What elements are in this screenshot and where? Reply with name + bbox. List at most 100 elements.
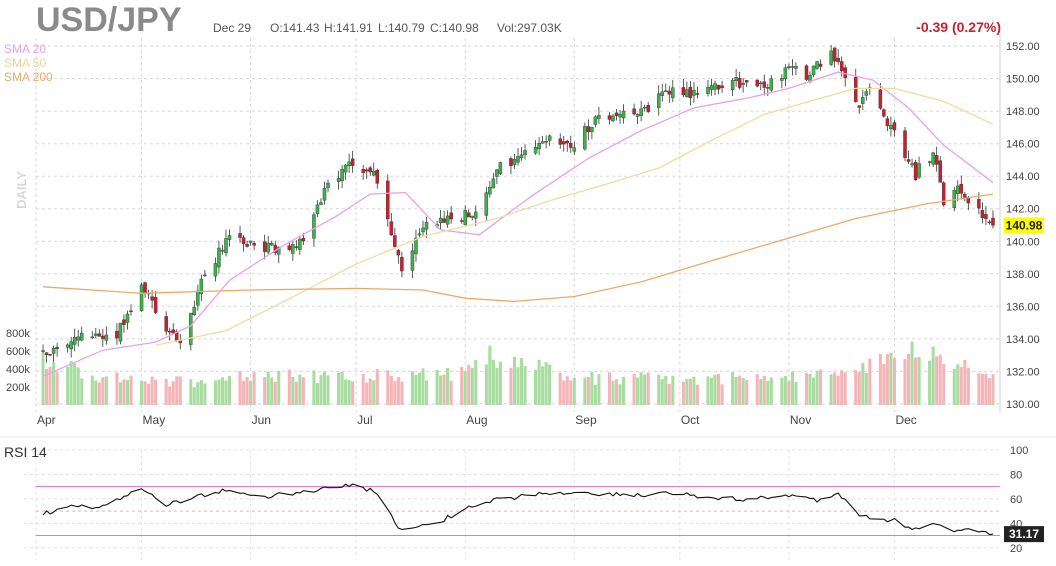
candle-body xyxy=(189,312,193,345)
volume-bar xyxy=(97,382,101,405)
candle-body xyxy=(540,141,545,144)
candle-body xyxy=(730,79,735,91)
candle-body xyxy=(660,91,664,96)
candle-body xyxy=(438,217,443,223)
candle-body xyxy=(889,124,893,130)
volume-bar xyxy=(66,366,70,405)
price-tick-label: 130.00 xyxy=(1006,399,1040,411)
volume-bar xyxy=(242,380,246,405)
month-tick-label: Jun xyxy=(252,413,271,427)
volume-bar xyxy=(516,367,520,405)
volume-bar xyxy=(389,376,393,405)
price-tick-label: 148.00 xyxy=(1006,106,1040,118)
candle-body xyxy=(364,169,369,172)
candle-body xyxy=(122,319,126,325)
volume-bar xyxy=(562,380,566,405)
volume-bar xyxy=(467,364,471,405)
volume-tick-label: 600k xyxy=(6,346,30,358)
price-tick-label: 144.00 xyxy=(1006,171,1040,183)
rsi-value-tag xyxy=(1004,526,1044,543)
candle-body xyxy=(861,97,865,105)
candle-body xyxy=(241,237,246,244)
volume-bar xyxy=(709,377,714,405)
volume-tick-label: 200k xyxy=(6,382,30,394)
volume-bar xyxy=(90,375,94,405)
candle-body xyxy=(48,354,52,356)
volume-bar xyxy=(646,372,650,405)
volume-bar xyxy=(636,377,640,405)
volume-bar xyxy=(938,354,942,405)
candle-body xyxy=(931,152,935,165)
candle-body xyxy=(445,215,450,225)
volume-bar xyxy=(614,379,619,405)
candle-body xyxy=(639,108,643,116)
volume-bar xyxy=(657,374,661,405)
candle-body xyxy=(759,82,763,85)
volume-bar xyxy=(178,376,182,405)
candle-body xyxy=(706,87,710,94)
volume-bar xyxy=(442,374,446,405)
candle-body xyxy=(618,113,622,118)
volume-bar xyxy=(597,374,601,405)
volume-bar xyxy=(878,354,882,405)
volume-bar xyxy=(787,380,791,405)
volume-bar xyxy=(980,373,984,405)
volume-bar xyxy=(745,379,749,405)
volume-bar xyxy=(558,372,562,405)
candle-body xyxy=(787,66,791,68)
volume-bar xyxy=(488,345,492,405)
candle-body xyxy=(463,209,467,225)
period-label: DAILY xyxy=(14,171,29,209)
candle-body xyxy=(495,169,499,177)
price-tick-label: 150.00 xyxy=(1006,74,1040,86)
candle-body xyxy=(294,246,299,248)
candle-body xyxy=(537,142,541,150)
volume-bar xyxy=(987,378,991,405)
candle-body xyxy=(393,235,397,248)
candle-body xyxy=(41,350,45,352)
volume-bar xyxy=(80,378,84,405)
volume-bar xyxy=(903,359,907,405)
volume-bar xyxy=(143,381,147,405)
candle-body xyxy=(118,322,123,342)
rsi-tick-label: 100 xyxy=(1010,445,1028,457)
candle-body xyxy=(938,160,942,183)
candle-body xyxy=(713,83,717,90)
candle-body xyxy=(213,263,218,277)
volume-bar xyxy=(741,377,745,405)
volume-bar xyxy=(794,381,798,405)
candle-body xyxy=(101,335,105,339)
volume-bar xyxy=(966,367,970,405)
volume-bar xyxy=(386,370,390,405)
volume-bar xyxy=(122,379,126,405)
candle-body xyxy=(523,150,527,156)
candle-body xyxy=(854,77,858,102)
volume-bar xyxy=(537,360,541,405)
volume-bar xyxy=(164,378,168,405)
candle-body xyxy=(642,106,647,109)
candle-body xyxy=(804,65,809,80)
volume-bar xyxy=(375,369,379,405)
candle-body xyxy=(621,110,626,119)
candle-body xyxy=(829,50,833,65)
volume-bar xyxy=(41,353,45,405)
candle-body xyxy=(547,135,552,141)
volume-bar xyxy=(534,370,538,405)
volume-bar xyxy=(572,377,576,405)
candle-body xyxy=(910,163,914,166)
volume-bar xyxy=(45,368,49,405)
volume-bar xyxy=(474,359,478,405)
volume-bar xyxy=(319,375,323,405)
volume-bar xyxy=(586,376,590,405)
volume-bar xyxy=(118,382,122,405)
candle-body xyxy=(410,250,415,271)
volume-tick-label: 400k xyxy=(6,364,30,376)
volume-bar xyxy=(337,372,341,405)
candle-body xyxy=(780,78,784,81)
volume-bar xyxy=(963,359,967,405)
volume-bar xyxy=(544,362,548,405)
candle-body xyxy=(688,86,693,99)
candle-body xyxy=(562,141,566,145)
candle-body xyxy=(192,307,197,315)
volume-bar xyxy=(344,379,348,405)
